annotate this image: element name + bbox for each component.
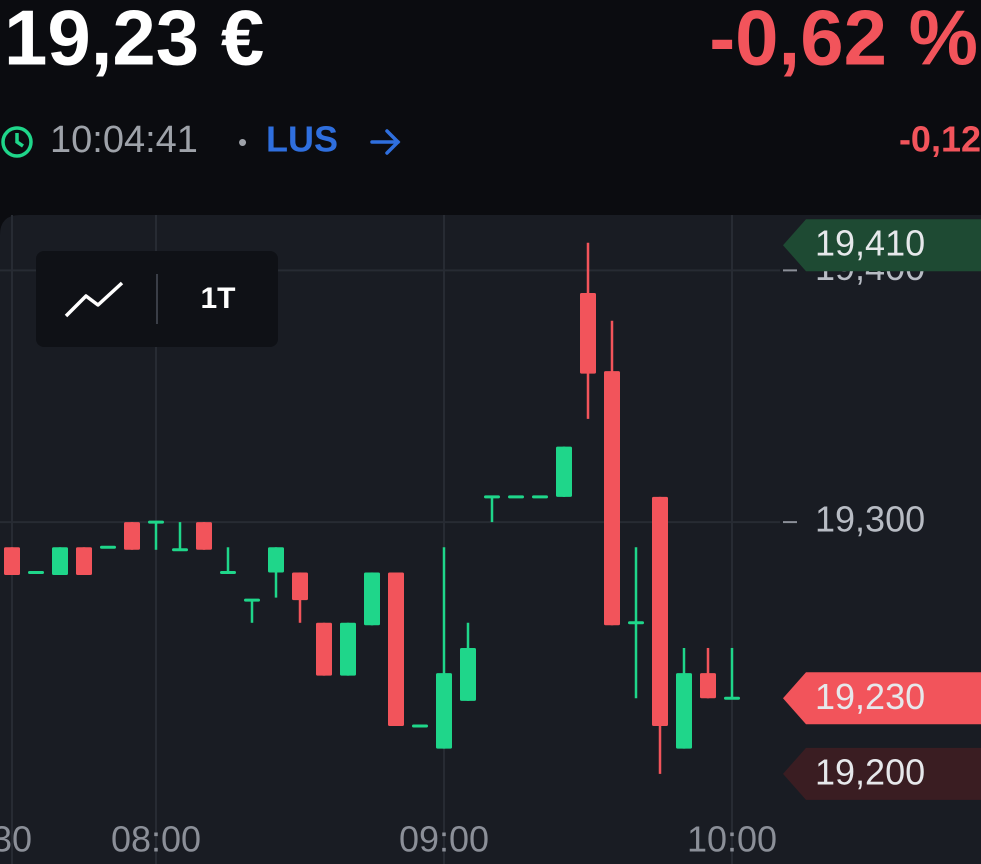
candle-body xyxy=(676,673,692,749)
candle-body xyxy=(724,696,740,700)
change-pct: -0,62 % xyxy=(709,0,978,82)
x-tick-label: 09:00 xyxy=(399,819,489,860)
arrow-icon[interactable] xyxy=(370,129,401,155)
candle-body xyxy=(412,724,428,728)
x-tick-label: 10:00 xyxy=(687,819,777,860)
candle-body xyxy=(556,446,572,497)
change-abs: -0,12 xyxy=(899,119,981,160)
price: 19,23 € xyxy=(4,0,264,82)
candle-body xyxy=(316,622,332,676)
candle-body xyxy=(124,522,140,550)
candle-body xyxy=(340,622,356,676)
candle-body xyxy=(628,621,644,625)
candle-body xyxy=(148,520,164,524)
y-tick-label: 19,300 xyxy=(815,499,925,540)
price-badge xyxy=(783,219,981,272)
candle-body xyxy=(484,495,500,499)
price-badge xyxy=(783,672,981,725)
candle-body xyxy=(76,547,92,575)
candle-body xyxy=(700,673,716,699)
candle-body xyxy=(652,496,668,726)
interval-button[interactable]: 1T xyxy=(200,282,235,315)
time: 10:04:41 xyxy=(50,119,198,161)
candle-body xyxy=(172,548,188,552)
line-chart-button[interactable] xyxy=(64,281,124,318)
candle-body xyxy=(4,547,20,575)
clock-icon xyxy=(1,126,33,158)
candle-body xyxy=(532,495,548,499)
price-badge-label: 19,230 xyxy=(815,676,925,717)
separator: • xyxy=(238,127,247,157)
candle-body xyxy=(388,572,404,726)
candle-body xyxy=(508,495,524,499)
x-tick-label: 08:00 xyxy=(111,819,201,860)
candle-body xyxy=(460,647,476,701)
candle-body xyxy=(196,522,212,550)
price-badge-label: 19,200 xyxy=(815,751,925,792)
candle-body xyxy=(220,570,236,574)
candle-body xyxy=(292,572,308,601)
candle-body xyxy=(580,293,596,374)
price-badge xyxy=(783,747,981,800)
candle-body xyxy=(436,673,452,749)
chart-panel xyxy=(0,215,981,864)
x-tick-label: 30 xyxy=(0,819,32,860)
candle-body xyxy=(268,547,284,573)
candle-body xyxy=(28,570,44,574)
exchange-link[interactable]: LUS xyxy=(266,119,338,160)
candle-body xyxy=(604,371,620,626)
candle-body xyxy=(244,598,260,602)
price-badge-label: 19,410 xyxy=(815,223,925,264)
candle-body xyxy=(52,547,68,575)
candle-body xyxy=(364,572,380,626)
candle-body xyxy=(100,545,116,549)
